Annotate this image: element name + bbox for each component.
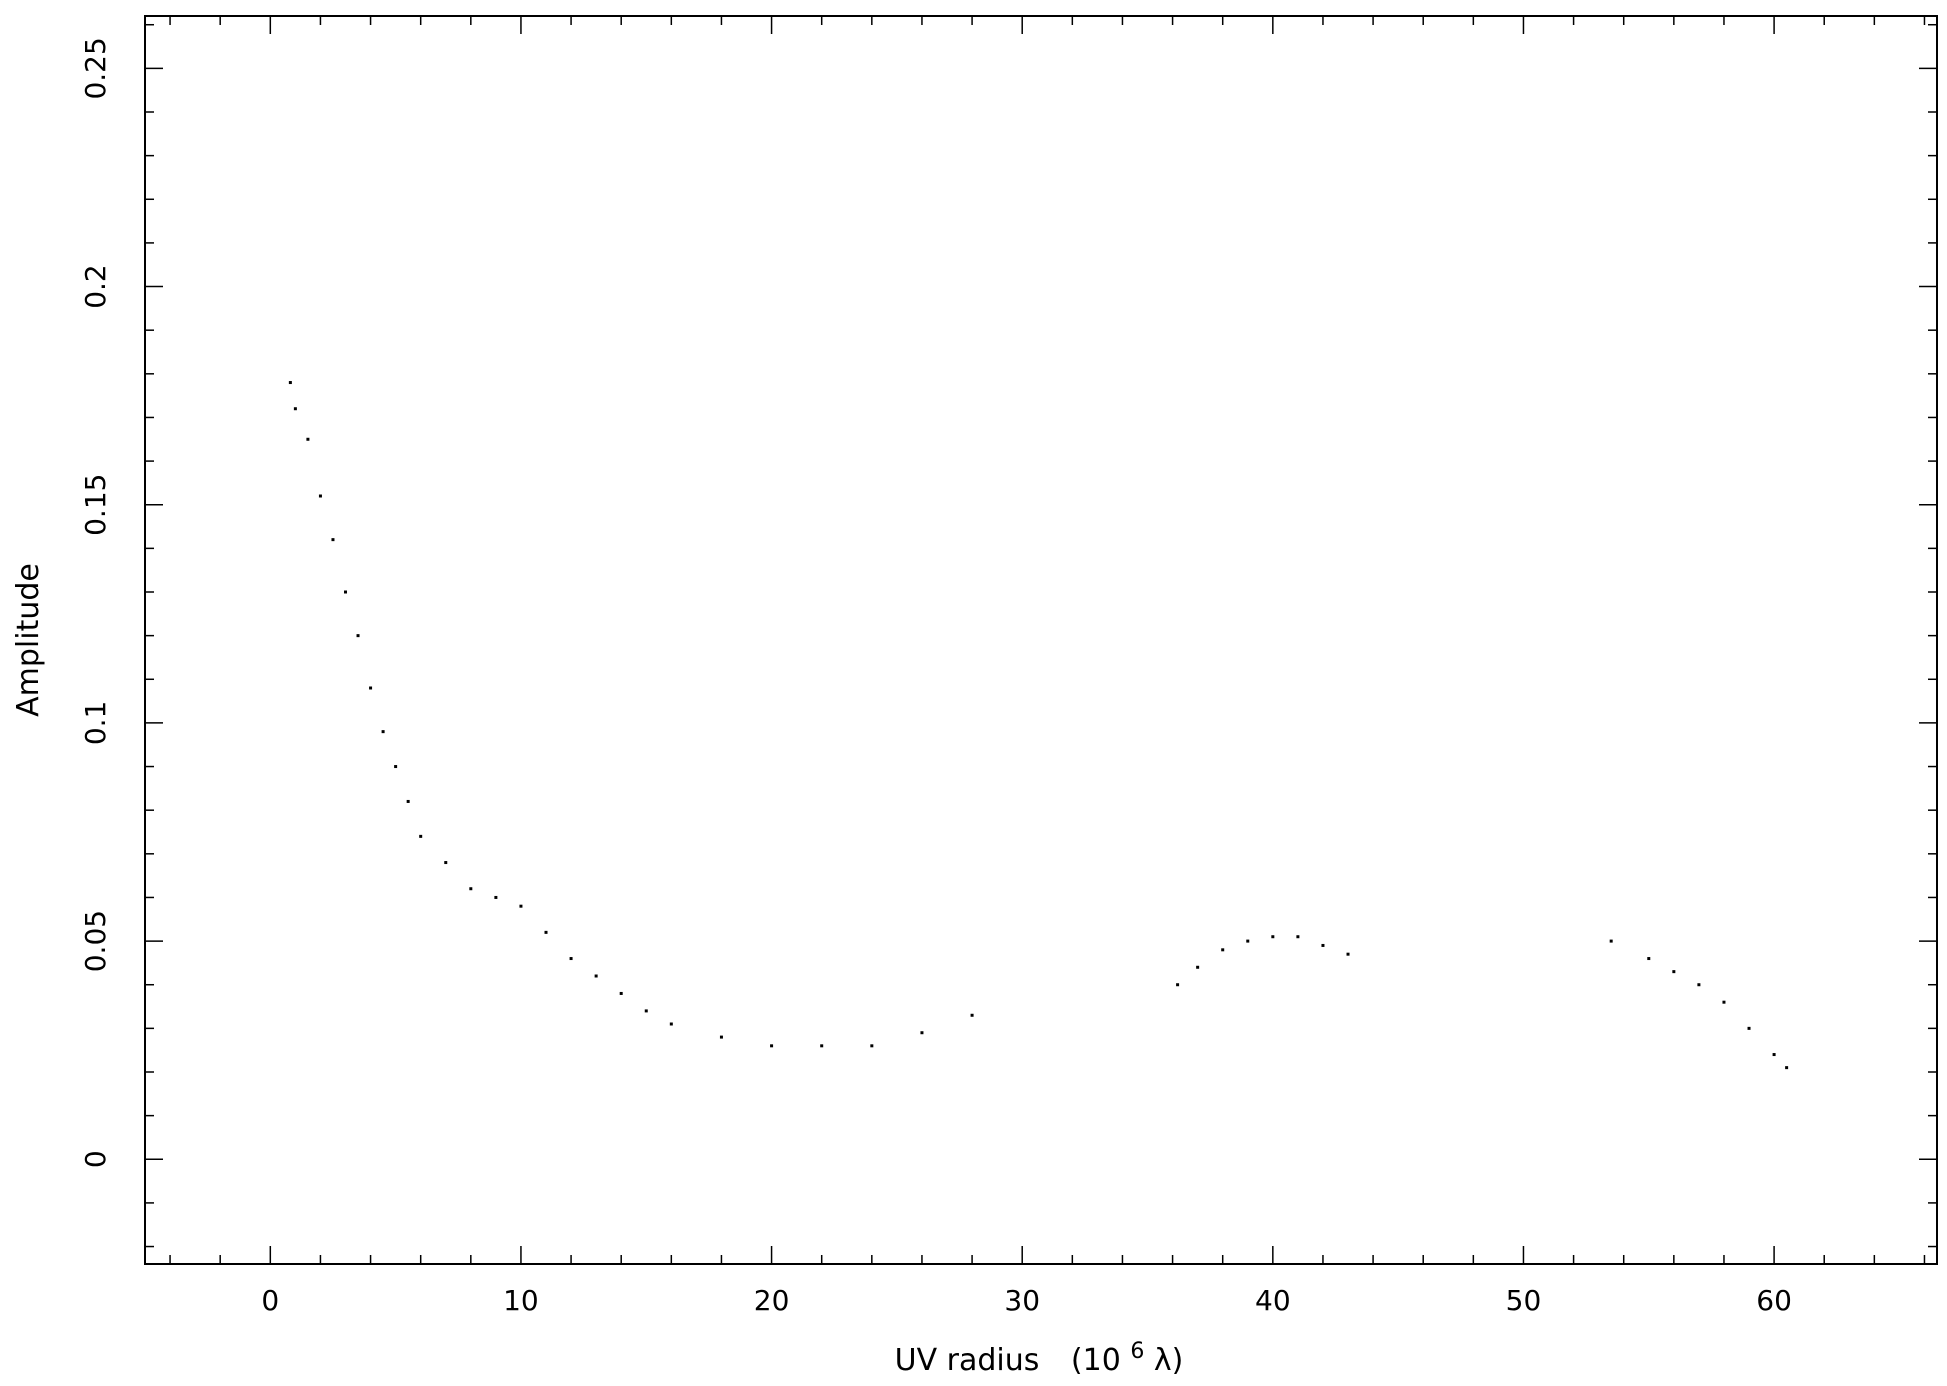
data-point — [1271, 935, 1275, 939]
y-tick-label: 0.25 — [79, 37, 112, 99]
data-point — [519, 904, 523, 908]
x-tick-label: 0 — [261, 1284, 279, 1317]
data-point — [1346, 952, 1350, 956]
data-point — [1722, 1000, 1726, 1004]
x-tick-label: 60 — [1756, 1284, 1792, 1317]
data-point — [970, 1013, 974, 1017]
data-point — [870, 1044, 874, 1048]
data-point — [494, 895, 498, 899]
axis-ticks — [145, 16, 1937, 1264]
data-point — [1176, 983, 1180, 987]
data-point — [293, 407, 297, 411]
data-point — [644, 1009, 648, 1013]
data-point — [1785, 1066, 1789, 1070]
y-tick-label: 0 — [79, 1150, 112, 1168]
x-axis-title-unit-exponent: 6 — [1130, 1339, 1144, 1364]
y-tick-label: 0.2 — [79, 264, 112, 309]
x-tick-label: 10 — [503, 1284, 539, 1317]
x-axis-title-text: UV radius — [895, 1343, 1040, 1378]
data-point — [381, 730, 385, 734]
data-point — [369, 686, 373, 690]
data-point — [719, 1035, 723, 1039]
y-axis-title: Amplitude — [11, 563, 46, 717]
data-point — [344, 590, 348, 594]
data-point — [544, 930, 548, 934]
x-tick-label: 40 — [1255, 1284, 1291, 1317]
y-tick-labels: 0 0.05 0.1 0.15 0.2 0.25 — [79, 37, 112, 1168]
data-point — [406, 799, 410, 803]
data-point — [1321, 943, 1325, 947]
y-tick-label: 0.1 — [79, 701, 112, 746]
data-point — [1221, 948, 1225, 952]
data-point — [1246, 939, 1250, 943]
data-point — [1296, 935, 1300, 939]
y-tick-label: 0.15 — [79, 474, 112, 536]
scatter-points — [288, 381, 1789, 1070]
plot-frame — [144, 15, 1938, 1265]
x-tick-label: 50 — [1506, 1284, 1542, 1317]
data-point — [1772, 1053, 1776, 1057]
data-point — [1747, 1026, 1751, 1030]
data-point — [820, 1044, 824, 1048]
data-point — [594, 974, 598, 978]
x-axis-title: UV radius (10 6 λ) — [895, 1331, 1184, 1378]
data-point — [318, 494, 322, 498]
data-point — [920, 1031, 924, 1035]
data-point — [394, 765, 398, 769]
x-tick-label: 20 — [754, 1284, 790, 1317]
data-point — [669, 1022, 673, 1026]
data-point — [1647, 957, 1651, 961]
data-point — [469, 887, 473, 891]
x-axis-title-unit-suffix: λ) — [1154, 1343, 1183, 1378]
data-point — [356, 634, 360, 638]
x-tick-label: 30 — [1004, 1284, 1040, 1317]
data-point — [306, 437, 310, 441]
data-point — [569, 957, 573, 961]
data-point — [770, 1044, 774, 1048]
data-point — [1697, 983, 1701, 987]
data-point — [419, 834, 423, 838]
x-axis-title-unit-prefix: (10 — [1071, 1343, 1121, 1378]
data-point — [444, 861, 448, 865]
data-point — [1196, 965, 1200, 969]
data-point — [1609, 939, 1613, 943]
data-point — [288, 381, 292, 385]
data-point — [1672, 970, 1676, 974]
data-point — [331, 538, 335, 542]
data-point — [619, 991, 623, 995]
x-tick-labels: 0 10 20 30 40 50 60 — [261, 1284, 1792, 1317]
y-tick-label: 0.05 — [79, 910, 112, 972]
